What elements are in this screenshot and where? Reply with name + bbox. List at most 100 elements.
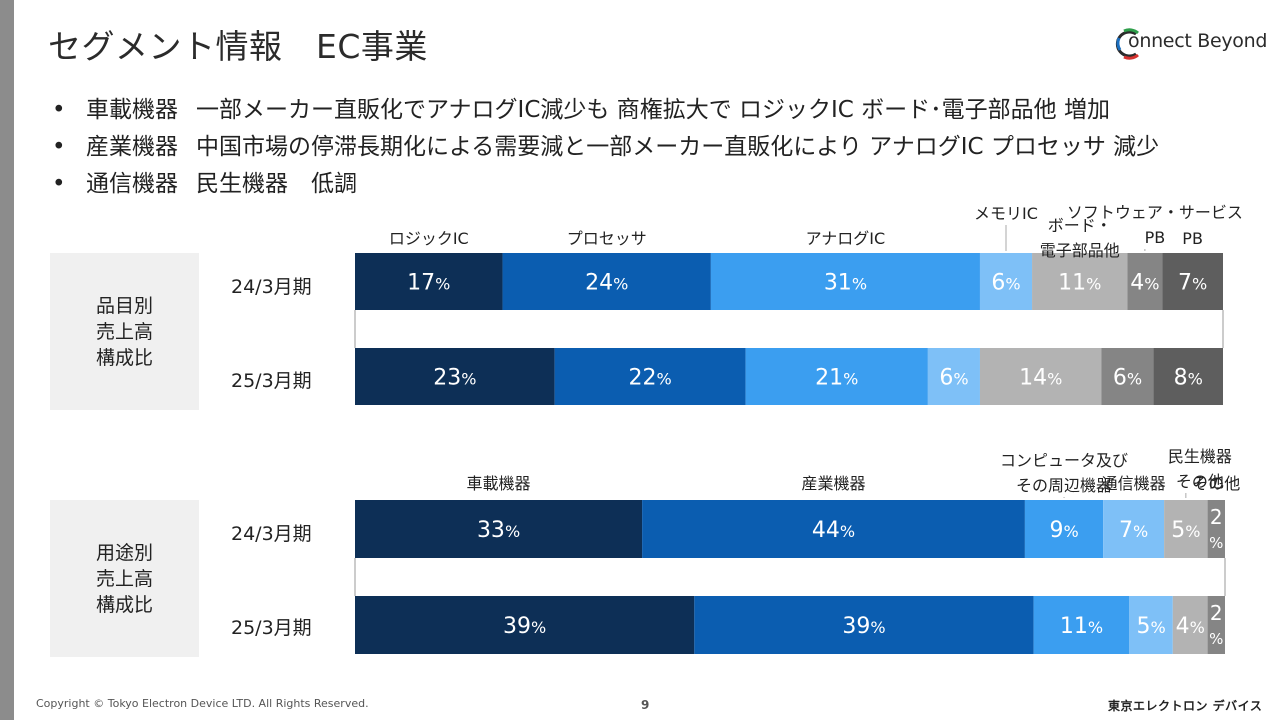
bar-segment — [1164, 500, 1208, 558]
bar-value-label: 31% — [824, 271, 867, 296]
bar-segment — [1162, 253, 1223, 310]
series-label: ボード・ — [1048, 216, 1112, 235]
bar-segment — [1024, 500, 1104, 558]
series-label: PB — [1145, 228, 1166, 247]
bullet-category: 産業機器 — [86, 134, 178, 160]
bar-segment — [1207, 596, 1225, 654]
bar-value-unit: % — [1209, 534, 1223, 552]
bar-segment — [355, 500, 643, 558]
series-label: 産業機器 — [801, 474, 865, 493]
bullet-item: • 車載機器 一部メーカー直販化でアナログIC減少も 商権拡大で ロジックIC ボー… — [52, 92, 1159, 129]
series-label: コンピュータ及び — [1000, 451, 1128, 470]
bullet-marker: • — [52, 97, 66, 123]
series-label: ソフトウェア・サービス — [1067, 203, 1243, 222]
bar-segment — [1103, 500, 1165, 558]
logo-ring-icon — [1115, 28, 1139, 60]
application-section-label: 用途別 売上高 構成比 — [50, 500, 199, 657]
bar-value-label: 17% — [407, 271, 450, 296]
bar-segment — [1033, 596, 1130, 654]
series-label: PB — [1182, 229, 1203, 248]
bar-value-label: 44% — [812, 518, 855, 543]
series-label: その周辺機器 — [1016, 476, 1112, 495]
bar-value-label: 4% — [1130, 271, 1159, 296]
bar-segment — [355, 253, 503, 310]
bar-value-label: 39% — [503, 614, 546, 639]
section-label-line: 売上高 — [95, 567, 153, 590]
bar-value-label: 6% — [1113, 366, 1142, 391]
product-section-label: 品目別 売上高 構成比 — [50, 253, 199, 410]
bar-segment — [355, 348, 555, 405]
bar-segment — [1129, 596, 1173, 654]
bar-value-label: 6% — [991, 271, 1020, 296]
bar-segment — [1172, 596, 1208, 654]
section-label-line: 構成比 — [95, 593, 153, 616]
bar-value-label: 5% — [1171, 518, 1200, 543]
series-label: プロセッサ — [567, 229, 647, 248]
bar-segment — [502, 253, 711, 310]
bar-value-label: 33% — [477, 518, 520, 543]
bullet-text: 民生機器 低調 — [196, 171, 357, 197]
bar-segment — [1127, 253, 1163, 310]
section-label-line: 構成比 — [95, 346, 153, 369]
bar-segment — [710, 253, 980, 310]
bullet-category: 車載機器 — [86, 97, 178, 123]
bar-segment — [1153, 348, 1223, 405]
bullet-list: • 車載機器 一部メーカー直販化でアナログIC減少も 商権拡大で ロジックIC ボー… — [52, 92, 1159, 203]
connect-beyond-logo — [1114, 26, 1250, 62]
bar-value-label: 11% — [1060, 614, 1103, 639]
series-label: 電子部品他 — [1040, 241, 1120, 260]
series-label: ロジックIC — [389, 229, 469, 248]
bar-value-label: 4% — [1176, 614, 1205, 639]
section-label-line: 売上高 — [95, 320, 153, 343]
row-label-application-fy24: 24/3月期 — [231, 523, 312, 545]
bar-value-unit: % — [1209, 630, 1223, 648]
series-label: 通信機器 — [1102, 474, 1166, 493]
bullet-item: • 産業機器 中国市場の停滞長期化による需要減と一部メーカー直販化により アナログI… — [52, 129, 1159, 166]
series-label: 車載機器 — [467, 474, 531, 493]
bar-value-label: 8% — [1174, 366, 1203, 391]
row-label-product-fy25: 25/3月期 — [231, 370, 312, 392]
copyright-text: Copyright © Tokyo Electron Device LTD. A… — [36, 697, 369, 710]
bar-segment — [1032, 253, 1128, 310]
bullet-category: 通信機器 — [86, 171, 178, 197]
bar-value-label: 6% — [939, 366, 968, 391]
series-label: その他 — [1192, 474, 1240, 493]
bar-value-label: 21% — [815, 366, 858, 391]
bar-value-label: 2 — [1210, 505, 1223, 529]
series-label: 民生機器 — [1168, 447, 1232, 466]
left-accent-bar — [0, 0, 14, 720]
section-label-line: 用途別 — [95, 541, 153, 564]
row-label-application-fy25: 25/3月期 — [231, 617, 312, 639]
bullet-text: 一部メーカー直販化でアナログIC減少も 商権拡大で ロジックIC ボード･電子部… — [196, 97, 1110, 123]
bar-segment — [694, 596, 1034, 654]
section-label-line: 品目別 — [95, 294, 153, 317]
series-label: その他 — [1176, 472, 1224, 491]
bar-segment — [979, 348, 1102, 405]
bullet-text: 中国市場の停滞長期化による需要減と一部メーカー直販化により アナログIC プロセ… — [196, 134, 1160, 160]
company-brand: 東京エレクトロン デバイス — [1108, 699, 1263, 713]
bar-value-label: 39% — [842, 614, 885, 639]
bar-value-label: 2 — [1210, 601, 1223, 625]
bar-value-label: 5% — [1136, 614, 1165, 639]
bar-segment — [927, 348, 980, 405]
bar-segment — [745, 348, 928, 405]
page-number: 9 — [641, 698, 650, 712]
bar-value-label: 7% — [1119, 518, 1148, 543]
series-label: アナログIC — [806, 229, 886, 248]
row-label-product-fy24: 24/3月期 — [231, 276, 312, 298]
bar-segment — [1101, 348, 1154, 405]
series-label: メモリIC — [974, 204, 1038, 223]
bar-segment — [355, 596, 695, 654]
bar-value-label: 23% — [433, 366, 476, 391]
bar-value-label: 7% — [1178, 271, 1207, 296]
bullet-marker: • — [52, 134, 66, 160]
bar-segment — [1207, 500, 1225, 558]
bar-value-label: 14% — [1019, 366, 1062, 391]
bar-value-label: 22% — [629, 366, 672, 391]
page-title: セグメント情報 EC事業 — [48, 27, 428, 66]
bar-value-label: 24% — [585, 271, 628, 296]
bar-segment — [554, 348, 746, 405]
bullet-item: • 通信機器 民生機器 低調 — [52, 166, 1159, 203]
bullet-marker: • — [52, 171, 66, 197]
